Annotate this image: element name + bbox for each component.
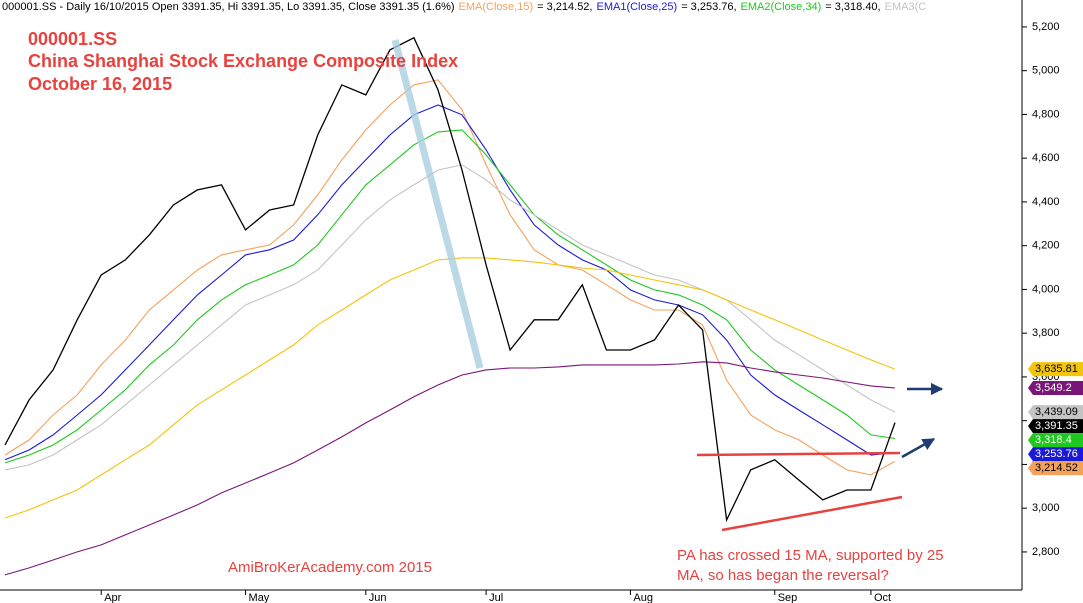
- y-tick-label: 5,000: [1032, 65, 1060, 77]
- y-tick-label: 4,400: [1032, 196, 1060, 208]
- watermark: AmiBroKerAcademy.com 2015: [228, 559, 432, 576]
- value-badge-label: 3,214.52: [1035, 462, 1078, 474]
- y-tick-label: 3,800: [1032, 327, 1060, 339]
- arrow: [901, 437, 936, 459]
- x-tick-label: May: [249, 592, 270, 603]
- value-badge: [1028, 419, 1083, 434]
- title: 000001.SS: [28, 29, 117, 49]
- y-tick-label: 5,200: [1032, 21, 1060, 33]
- value-badge: [1028, 381, 1083, 396]
- ma-line: [4, 164, 896, 471]
- ma-line: [4, 129, 896, 464]
- ma-line: [4, 361, 896, 576]
- legend-entry: EMA1(Close,25): [596, 1, 678, 13]
- value-badge: [1028, 362, 1083, 377]
- y-tick-label: 4,800: [1032, 108, 1060, 120]
- value-badge: [1028, 461, 1083, 476]
- annotation: MA, so has began the reversal?: [677, 567, 889, 584]
- x-tick-label: Oct: [874, 592, 891, 603]
- plot-lines: [4, 36, 896, 576]
- legend-value: = 3,318.40,: [825, 1, 881, 13]
- y-tick-label: 2,800: [1032, 546, 1060, 558]
- legend-value: = 3,253.76,: [681, 1, 737, 13]
- value-badge: [1028, 433, 1083, 448]
- value-badge-label: 3,391.35: [1035, 420, 1078, 432]
- price-line: [4, 36, 896, 523]
- y-tick-label: 3,000: [1032, 502, 1060, 514]
- x-tick-label: Jun: [369, 592, 387, 603]
- x-tick-label: Aug: [633, 592, 653, 603]
- header-text: 000001.SS - Daily 16/10/2015 Open 3391.3…: [2, 1, 455, 13]
- legend-value: = 3,214.52,: [537, 1, 593, 13]
- support-line: [721, 495, 903, 532]
- x-tick-label: Apr: [104, 592, 121, 603]
- value-badge-label: 3,253.76: [1035, 448, 1078, 460]
- legend-entry: EMA2(Close,34): [740, 1, 822, 13]
- y-tick-label: 4,200: [1032, 240, 1060, 252]
- x-tick-label: Jul: [489, 592, 503, 603]
- value-badge: [1028, 447, 1083, 462]
- legend-entry: EMA(Close,15): [458, 1, 534, 13]
- value-badge-label: 3,318.4: [1035, 434, 1072, 446]
- ma-line: [4, 79, 896, 476]
- resistance-line: [696, 451, 901, 457]
- legend-entry: EMA3(C: [884, 1, 927, 13]
- ma-line: [4, 257, 896, 519]
- value-badge: [1028, 405, 1083, 420]
- annotation: PA has crossed 15 MA, supported by 25: [677, 547, 944, 564]
- ma-line: [4, 104, 896, 461]
- value-badge-label: 3,439.09: [1035, 406, 1078, 418]
- title: October 16, 2015: [28, 74, 172, 94]
- x-tick-label: Sep: [778, 592, 798, 603]
- y-tick-label: 4,600: [1032, 152, 1060, 164]
- value-badge-label: 3,549.2: [1035, 382, 1072, 394]
- trend-arrow: [391, 39, 484, 369]
- value-badge-label: 3,635.81: [1035, 363, 1078, 375]
- title: China Shanghai Stock Exchange Composite …: [28, 51, 458, 71]
- y-tick-label: 4,000: [1032, 283, 1060, 295]
- header: 000001.SS - Daily 16/10/2015 Open 3391.3…: [2, 0, 1020, 14]
